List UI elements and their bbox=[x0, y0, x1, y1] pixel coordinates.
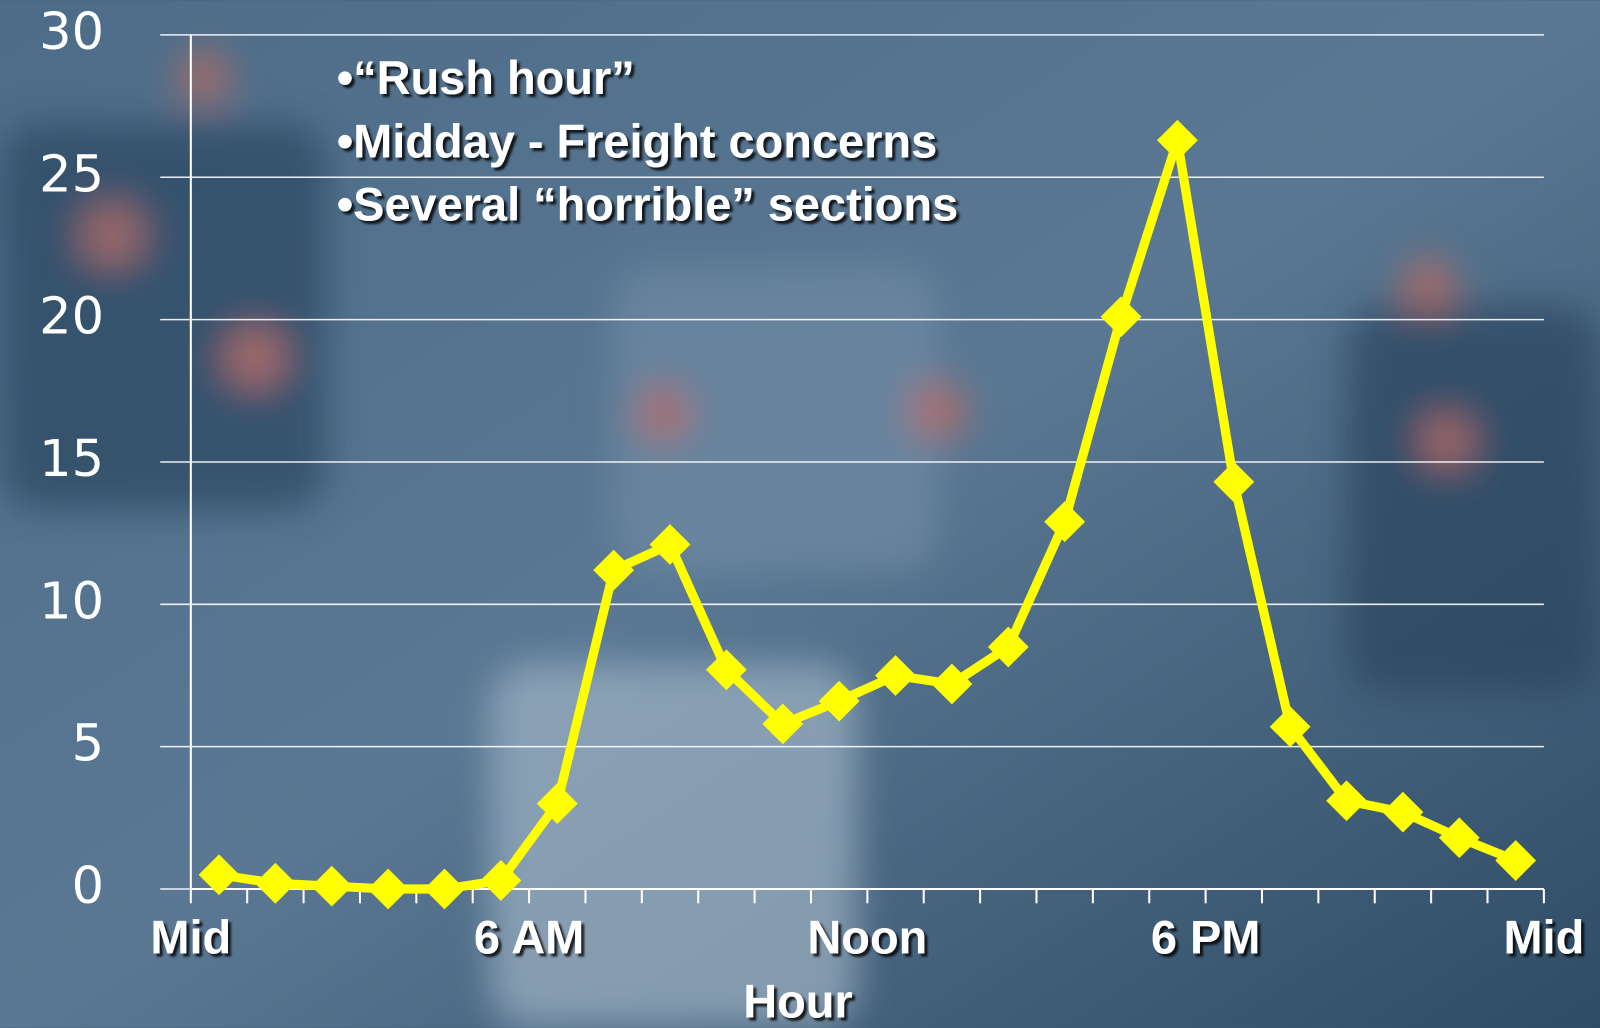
x-axis-label: Hour bbox=[743, 976, 852, 1028]
y-tick-label: 25 bbox=[39, 145, 104, 204]
marker bbox=[1326, 780, 1367, 822]
marker bbox=[1382, 791, 1424, 833]
x-tick-label: Mid bbox=[150, 911, 231, 963]
labels: •“Rush hour” •Midday - Freight concerns … bbox=[337, 52, 958, 1028]
marker bbox=[1157, 119, 1198, 161]
marker bbox=[1100, 296, 1142, 338]
marker bbox=[536, 783, 578, 824]
y-tick-label: 20 bbox=[39, 288, 104, 347]
x-tick-label: Noon bbox=[807, 911, 927, 963]
marker bbox=[424, 868, 465, 910]
marker bbox=[1269, 706, 1311, 748]
y-tick-label: 0 bbox=[72, 857, 104, 916]
marker bbox=[762, 703, 804, 745]
marker bbox=[311, 865, 353, 907]
marker bbox=[705, 649, 747, 691]
marker bbox=[875, 655, 916, 696]
y-tick-label: 30 bbox=[39, 3, 104, 62]
marker bbox=[987, 626, 1029, 668]
marker bbox=[1044, 501, 1086, 543]
annotation: •Several “horrible” sections bbox=[337, 179, 958, 231]
y-tick-label: 10 bbox=[39, 572, 104, 631]
x-tick-label: 6 PM bbox=[1151, 911, 1261, 963]
marker bbox=[198, 854, 240, 896]
marker bbox=[593, 549, 635, 591]
marker bbox=[649, 524, 691, 565]
annotation: •“Rush hour” bbox=[337, 52, 635, 104]
y-tick-label: 5 bbox=[72, 715, 104, 774]
plot bbox=[198, 119, 1537, 910]
marker bbox=[818, 680, 860, 722]
marker bbox=[1438, 817, 1480, 859]
annotation: •Midday - Freight concerns bbox=[337, 115, 937, 167]
marker bbox=[931, 663, 973, 705]
marker bbox=[1495, 840, 1537, 881]
x-tick-label: 6 AM bbox=[474, 911, 584, 963]
marker bbox=[480, 860, 522, 901]
x-tick-label: Mid bbox=[1503, 911, 1584, 963]
y-tick-label: 15 bbox=[39, 430, 104, 489]
marker bbox=[254, 862, 296, 904]
